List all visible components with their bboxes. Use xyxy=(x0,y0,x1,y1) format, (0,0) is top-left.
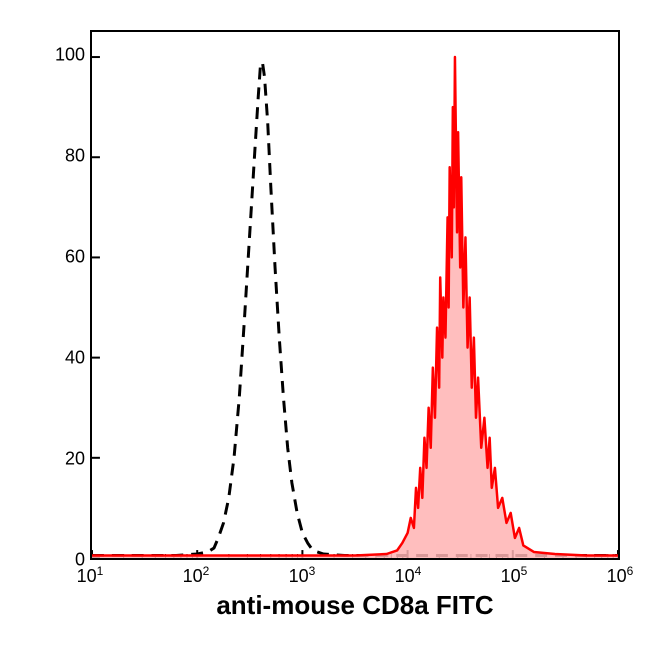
x-tick-label: 102 xyxy=(183,564,210,587)
x-tick-label: 104 xyxy=(395,564,422,587)
y-tick-label: 80 xyxy=(65,146,85,167)
y-tick-label: 100 xyxy=(55,45,85,66)
x-axis-label: anti-mouse CD8a FITC xyxy=(90,590,620,621)
plot-svg xyxy=(92,32,618,558)
y-tick-label: 40 xyxy=(65,348,85,369)
x-tick-label: 105 xyxy=(501,564,528,587)
series-line-stained xyxy=(92,57,618,555)
flow-cytometry-histogram: Relative Cell Count anti-mouse CD8a FITC… xyxy=(0,0,650,645)
series-line-control xyxy=(92,62,618,555)
x-tick-label: 101 xyxy=(77,564,104,587)
x-tick-label: 106 xyxy=(607,564,634,587)
x-tick-label: 103 xyxy=(289,564,316,587)
plot-area xyxy=(90,30,620,560)
y-tick-label: 20 xyxy=(65,449,85,470)
y-tick-label: 60 xyxy=(65,247,85,268)
series-fill-stained xyxy=(92,57,618,558)
